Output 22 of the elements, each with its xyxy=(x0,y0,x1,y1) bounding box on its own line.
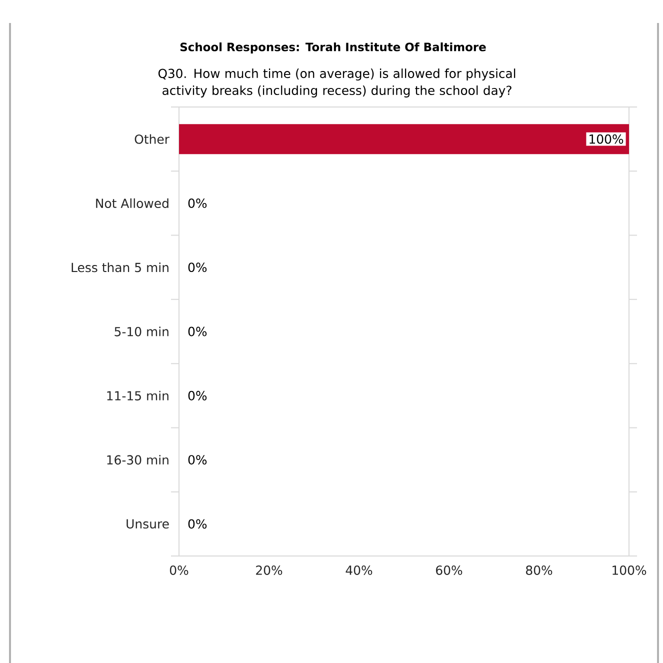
chart-subtitle: Q30. How much time (on average) is allowed for physical activity breaks (including recess) during the school day? xyxy=(158,68,516,98)
x-tick-label: 100% xyxy=(612,566,646,575)
y-tick-label: Unsure xyxy=(126,519,169,529)
data-label: 100% xyxy=(590,134,624,144)
y-tick-label: 11-15 min xyxy=(107,390,168,400)
y-tick-label: 16-30 min xyxy=(107,454,168,465)
y-tick-label: Not Allowed xyxy=(96,198,168,208)
y-tick-label: Less than 5 min xyxy=(72,262,168,272)
data-label: 0% xyxy=(188,198,207,208)
x-tick-label: 40% xyxy=(346,566,372,575)
y-tick-label: Other xyxy=(134,134,170,144)
data-label: 0% xyxy=(188,455,207,464)
x-tick-label: 80% xyxy=(526,566,552,575)
x-tick-label: 20% xyxy=(256,566,282,575)
y-tick-label: 5-10 min xyxy=(114,326,168,336)
chart-title: School Responses: Torah Institute Of Baltimore xyxy=(180,42,486,54)
data-label: 0% xyxy=(188,390,207,400)
data-label: 0% xyxy=(188,519,207,529)
x-tick-label: 0% xyxy=(170,566,188,575)
data-label: 0% xyxy=(188,326,207,336)
x-tick-label: 60% xyxy=(436,566,462,575)
data-label: 0% xyxy=(188,262,207,272)
